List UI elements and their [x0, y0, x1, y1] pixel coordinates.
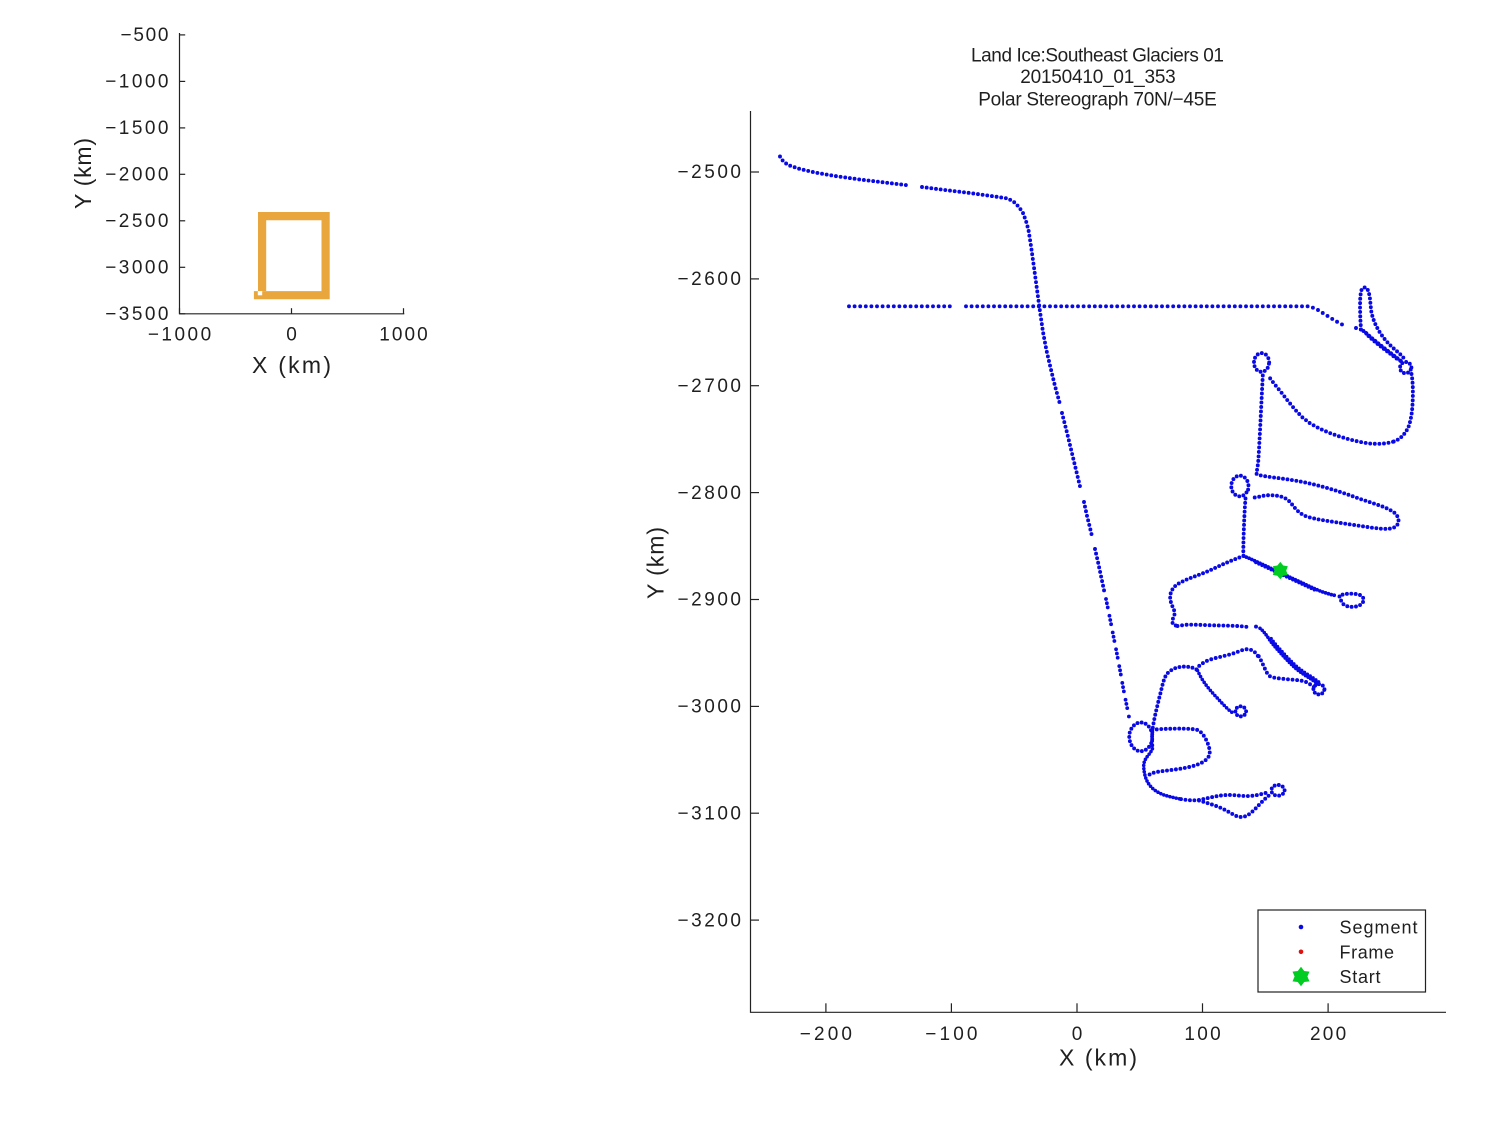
svg-text:Y (km): Y (km) [70, 138, 96, 209]
svg-text:−2000: −2000 [105, 165, 168, 186]
svg-text:−1500: −1500 [105, 118, 168, 139]
svg-text:−3000: −3000 [678, 697, 742, 718]
svg-text:−3000: −3000 [105, 258, 168, 279]
svg-text:X (km): X (km) [252, 352, 331, 378]
svg-text:20150410_01_353: 20150410_01_353 [1020, 67, 1176, 88]
svg-text:−3200: −3200 [678, 910, 742, 931]
svg-text:−3100: −3100 [678, 803, 742, 824]
svg-text:−2800: −2800 [678, 483, 742, 504]
svg-text:Frame: Frame [1340, 942, 1395, 962]
svg-text:200: 200 [1310, 1024, 1346, 1045]
svg-text:100: 100 [1184, 1024, 1220, 1045]
svg-text:−2500: −2500 [105, 211, 168, 232]
svg-text:Segment: Segment [1340, 918, 1418, 938]
svg-text:−2900: −2900 [678, 590, 742, 611]
svg-text:X (km): X (km) [1059, 1045, 1137, 1071]
svg-text:Land Ice:Southeast Glaciers 01: Land Ice:Southeast Glaciers 01 [971, 46, 1224, 67]
svg-text:0: 0 [1072, 1024, 1083, 1045]
svg-text:−3500: −3500 [105, 304, 168, 325]
svg-text:−2700: −2700 [678, 376, 742, 397]
svg-text:−1000: −1000 [148, 325, 211, 346]
svg-text:Polar Stereograph 70N/−45E: Polar Stereograph 70N/−45E [978, 90, 1217, 111]
svg-text:0: 0 [286, 325, 297, 346]
svg-text:Y (km): Y (km) [643, 527, 669, 599]
svg-text:−1000: −1000 [105, 72, 168, 93]
svg-text:−2600: −2600 [678, 269, 742, 290]
svg-text:−2500: −2500 [678, 162, 742, 183]
svg-text:Start: Start [1340, 967, 1381, 987]
